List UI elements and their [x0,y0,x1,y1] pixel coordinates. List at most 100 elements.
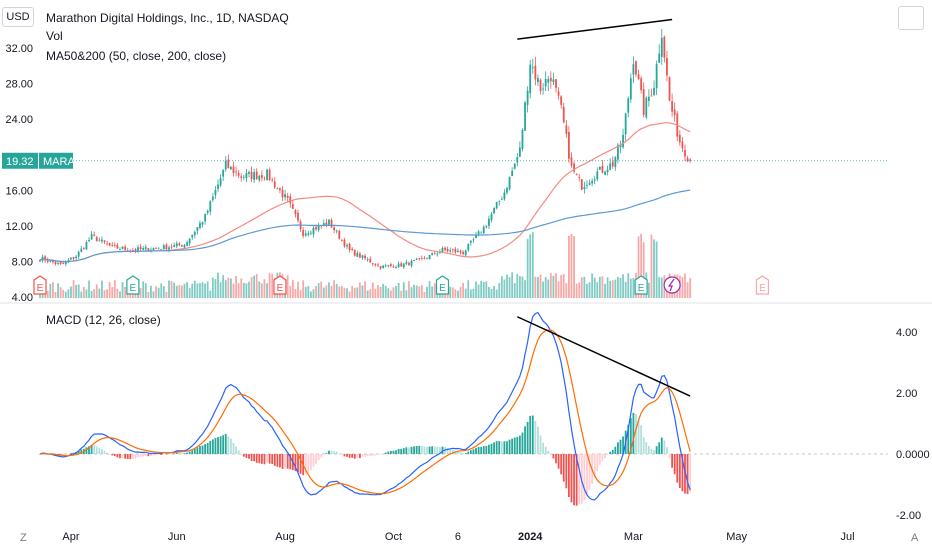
volume-bar [199,283,201,298]
volume-bar [402,282,405,298]
volume-bar [103,290,106,298]
macd-histogram-bar [165,454,168,455]
macd-histogram-bar [645,442,648,454]
candle-body [508,176,511,190]
candle-body [204,214,207,222]
macd-histogram-bar [315,454,317,464]
volume-bar [382,283,385,298]
macd-histogram-bar [377,454,379,455]
volume-bar [578,282,581,298]
macd-histogram-bar [521,432,524,454]
vol-indicator-label[interactable]: Vol [46,29,63,43]
volume-bar [90,290,93,298]
volume-bar [529,234,532,298]
macd-histogram-bar [678,454,681,489]
volume-bar [653,239,655,298]
candle-body [521,129,524,149]
macd-histogram-bar [39,454,41,455]
candle-body [614,157,617,168]
candle-body [322,223,325,226]
macd-histogram-bar [80,449,83,454]
volume-bar [310,291,312,298]
candle-body [431,252,434,255]
macd-histogram-bar [108,454,111,455]
macd-histogram-bar [273,454,276,466]
candle-body [402,263,405,268]
macd-histogram-bar [629,418,632,454]
macd-histogram-bar [477,446,480,454]
macd-histogram-bar [475,448,477,454]
macd-indicator-label[interactable]: MACD (12, 26, close) [46,313,161,327]
earnings-marker-label: E [37,283,44,294]
macd-histogram-bar [263,454,266,465]
candle-body [82,248,85,249]
macd-histogram-bar [240,454,243,455]
candle-body [604,171,606,175]
candle-body [346,245,348,247]
last-price-tag [2,152,38,169]
earnings-marker-label: E [130,283,137,294]
candle-body [54,261,57,264]
macd-histogram-bar [222,435,225,454]
volume-bar [389,290,392,298]
volume-bar [268,273,271,298]
volume-bar [183,283,186,298]
price-tick-label: 28.00 [5,79,33,91]
candle-body [635,61,637,75]
volume-bar [366,290,369,298]
volume-bar [320,281,323,298]
macd-histogram-bar [663,440,666,454]
macd-histogram-bar [431,446,434,454]
candle-body [155,248,157,250]
candle-body [281,189,284,198]
volume-bar [619,277,622,298]
volume-bar [359,282,361,298]
candle-body [271,179,274,181]
auto-scale-label[interactable]: A [911,532,919,544]
candle-body [147,248,150,252]
volume-bar [294,288,297,298]
volume-bar [498,283,501,298]
volume-bar [93,289,96,298]
zoom-toggle-label[interactable]: Z [20,532,27,544]
macd-histogram-bar [413,446,415,454]
volume-bar [196,283,199,298]
macd-axis: 4.00 2.00 0.0000 -2.00 [896,327,930,522]
volume-bar [568,235,570,298]
candle-body [498,201,501,202]
candle-body [629,78,632,100]
earnings-marker [273,275,287,295]
candle-body [131,250,134,251]
volume-bar [591,273,594,298]
candle-body [467,243,470,251]
volume-bar [209,290,212,298]
macd-histogram-bar [560,454,563,475]
ma-indicator-label[interactable]: MA50&200 (50, close, 200, close) [46,49,227,63]
settings-button[interactable] [898,6,924,30]
candle-body [477,231,480,235]
candle-body [666,58,668,76]
volume-bar [144,283,147,298]
candle-body [64,261,67,265]
candle-body [389,264,392,266]
volume-bar [684,273,686,298]
volume-bar [593,277,596,298]
macd-histogram-bar [340,454,343,455]
currency-button[interactable]: USD [2,7,34,27]
macd-histogram-bar [170,453,173,455]
volume-bar [387,288,390,298]
candle-body [371,263,374,264]
volume-bar [560,274,563,298]
macd-line [39,311,691,501]
candle-body [39,260,41,262]
volume-bar [304,287,307,298]
time-axis-label: Jul [841,531,855,543]
time-axis-label: 6 [455,531,461,543]
macd-histogram-bar [570,454,573,503]
macd-histogram-bar [281,454,284,469]
candle-body [660,37,663,57]
candle-body [75,256,78,259]
macd-histogram-bar [297,454,299,473]
macd-histogram-bar [565,454,568,489]
